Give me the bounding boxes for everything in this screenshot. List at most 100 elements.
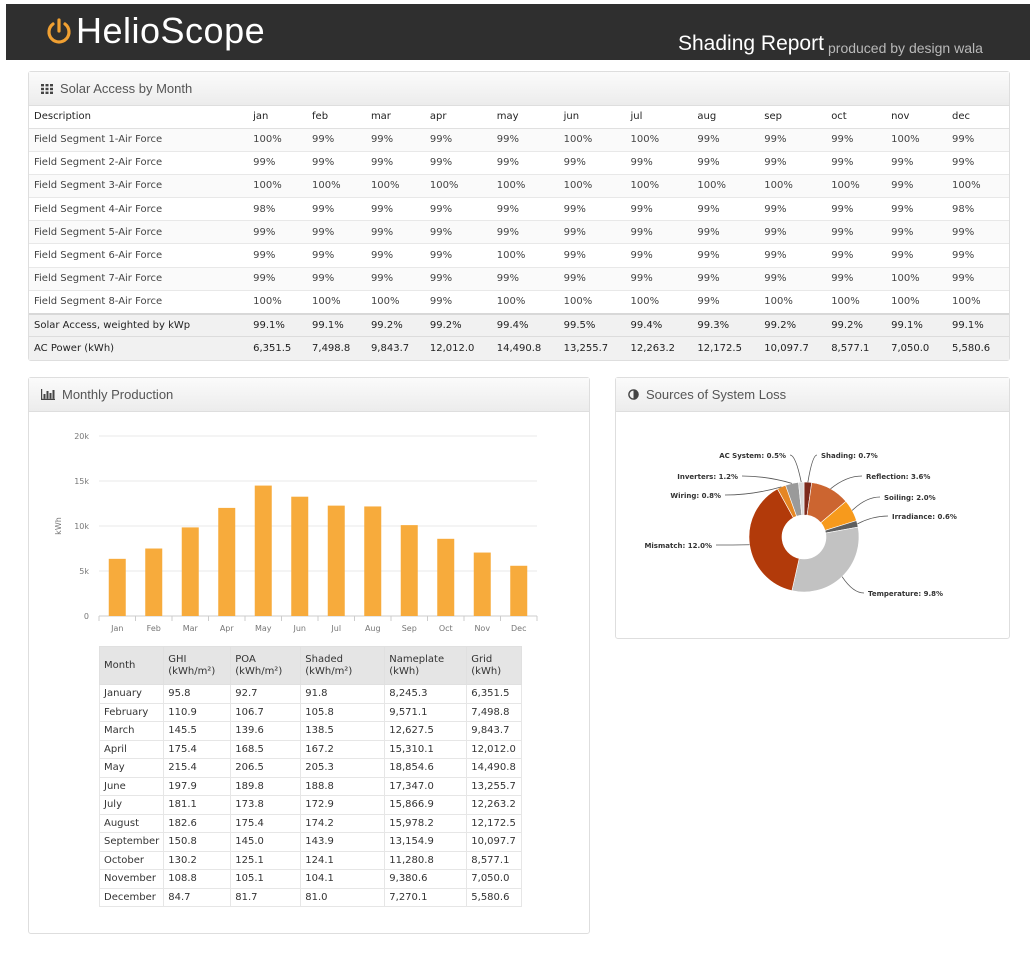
leader-line [851, 496, 881, 511]
table-cell: 100% [365, 173, 425, 198]
summary-cell: 99.1% [248, 312, 308, 337]
leader-line [724, 486, 782, 496]
table-cell: 175.4 [163, 739, 232, 759]
table-row: April 175.4 168.5 167.2 15,310.1 12,012.0 [98, 739, 523, 759]
table-cell: 99% [946, 127, 1009, 152]
monthly-production-title: Monthly Production [62, 387, 174, 402]
table-cell: 99% [424, 127, 492, 152]
table-cell: 17,347.0 [384, 776, 468, 796]
table-cell: 13,255.7 [466, 776, 523, 796]
table-cell: 99% [307, 127, 366, 152]
summary-cell: 99.5% [558, 312, 626, 337]
summary-cell: 8,577.1 [826, 336, 887, 360]
table-cell: 99% [424, 266, 492, 291]
table-cell: 100% [826, 289, 887, 314]
table-cell: 168.5 [230, 739, 302, 759]
table-cell: 99% [307, 266, 366, 291]
x-tick-label: Jan [110, 624, 123, 633]
table-cell: 12,263.2 [466, 795, 523, 815]
table-row: August 182.6 175.4 174.2 15,978.2 12,172.5 [98, 813, 523, 833]
table-cell: 99% [424, 197, 492, 221]
table-cell: 99% [424, 243, 492, 268]
summary-cell: 99.2% [365, 312, 425, 337]
logo[interactable]: HelioScope [44, 10, 265, 52]
month-cell: April [98, 739, 165, 759]
table-cell: 150.8 [163, 832, 232, 852]
table-cell: 100% [946, 173, 1009, 198]
summary-cell: 99.4% [625, 312, 693, 337]
table-cell: 143.9 [300, 832, 386, 852]
table-cell: 95.8 [163, 684, 232, 704]
table-cell: 100% [759, 289, 827, 314]
table-cell: 99% [248, 220, 308, 244]
header-line: Nameplate [389, 653, 445, 665]
bar-may [254, 485, 272, 616]
x-tick-label: Nov [474, 624, 490, 633]
table-cell: 99% [558, 220, 626, 244]
header-line: Month [104, 659, 136, 671]
x-tick-label: Dec [511, 624, 526, 633]
leader-line [789, 454, 802, 483]
leader-line [841, 576, 865, 594]
table-row: November 108.8 105.1 104.1 9,380.6 7,050.0 [98, 869, 523, 889]
bar-apr [218, 507, 236, 616]
monthly-production-header: Monthly Production [29, 378, 589, 412]
table-cell: 99% [558, 150, 626, 175]
month-cell: December [98, 887, 165, 907]
table-cell: 99% [692, 220, 760, 244]
table-cell: 15,310.1 [384, 739, 468, 759]
bar-chart-icon [41, 389, 55, 400]
table-cell: 197.9 [163, 776, 232, 796]
slice-label: Reflection: 3.6% [866, 473, 930, 481]
table-cell: 188.8 [300, 776, 386, 796]
pie-chart-icon [628, 389, 639, 400]
column-header: mar [365, 106, 425, 129]
header-unit: (kWh/m²) [235, 665, 283, 677]
table-cell: 105.8 [300, 702, 386, 722]
slice-label: AC System: 0.5% [719, 452, 786, 460]
table-cell: 99% [307, 220, 366, 244]
table-cell: 99% [424, 289, 492, 314]
table-cell: 206.5 [230, 758, 302, 778]
table-cell: 7,050.0 [466, 869, 523, 889]
slice-label: Soiling: 2.0% [884, 494, 936, 502]
table-cell: 99% [826, 266, 887, 291]
table-cell: 84.7 [163, 887, 232, 907]
table-cell: 99% [759, 127, 827, 152]
table-cell: 9,571.1 [384, 702, 468, 722]
column-header: GHI (kWh/m²) [163, 646, 232, 685]
table-cell: 99% [365, 197, 425, 221]
table-cell: 81.0 [300, 887, 386, 907]
table-cell: 18,854.6 [384, 758, 468, 778]
table-cell: 100% [307, 173, 366, 198]
y-tick-label: 5k [79, 567, 89, 576]
table-cell: 99% [826, 197, 887, 221]
y-tick-label: 10k [74, 522, 89, 531]
row-description: Field Segment 7-Air Force [29, 266, 249, 291]
table-row: June 197.9 189.8 188.8 17,347.0 13,255.7 [98, 776, 523, 796]
table-row: May 215.4 206.5 205.3 18,854.6 14,490.8 [98, 758, 523, 778]
table-cell: 215.4 [163, 758, 232, 778]
bar-jan [108, 558, 126, 616]
table-row: Field Segment 3-Air Force 100% 100% 100% 100… [29, 173, 1009, 198]
table-cell: 125.1 [230, 850, 302, 870]
table-cell: 7,498.8 [466, 702, 523, 722]
solar-access-header: Solar Access by Month [29, 72, 1009, 106]
table-cell: 99% [558, 243, 626, 268]
table-cell: 99% [826, 127, 887, 152]
table-cell: 81.7 [230, 887, 302, 907]
table-cell: 100% [886, 127, 947, 152]
table-row: March 145.5 139.6 138.5 12,627.5 9,843.7 [98, 721, 523, 741]
table-cell: 13,154.9 [384, 832, 468, 852]
column-header: sep [759, 106, 827, 129]
table-cell: 99% [558, 266, 626, 291]
table-cell: 99% [886, 243, 947, 268]
month-cell: October [98, 850, 165, 870]
table-cell: 9,380.6 [384, 869, 468, 889]
summary-cell: 12,172.5 [692, 336, 760, 360]
month-cell: June [98, 776, 165, 796]
column-header: nov [886, 106, 947, 129]
table-row: February 110.9 106.7 105.8 9,571.1 7,498.8 [98, 702, 523, 722]
slice-label: Irradiance: 0.6% [892, 513, 957, 521]
table-cell: 145.5 [163, 721, 232, 741]
